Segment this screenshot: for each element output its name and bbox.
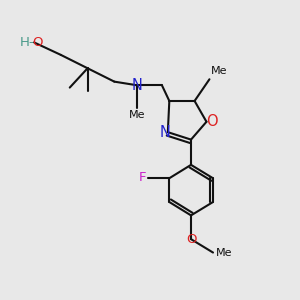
Text: N: N: [131, 78, 142, 93]
Text: N: N: [159, 125, 170, 140]
Text: Me: Me: [211, 66, 227, 76]
Text: O: O: [206, 114, 218, 129]
Text: F: F: [139, 171, 147, 184]
Text: O: O: [186, 233, 196, 246]
Text: O: O: [32, 36, 43, 49]
Text: H: H: [19, 36, 29, 49]
Text: Me: Me: [129, 110, 146, 120]
Text: -: -: [29, 36, 34, 49]
Text: Me: Me: [216, 248, 232, 258]
